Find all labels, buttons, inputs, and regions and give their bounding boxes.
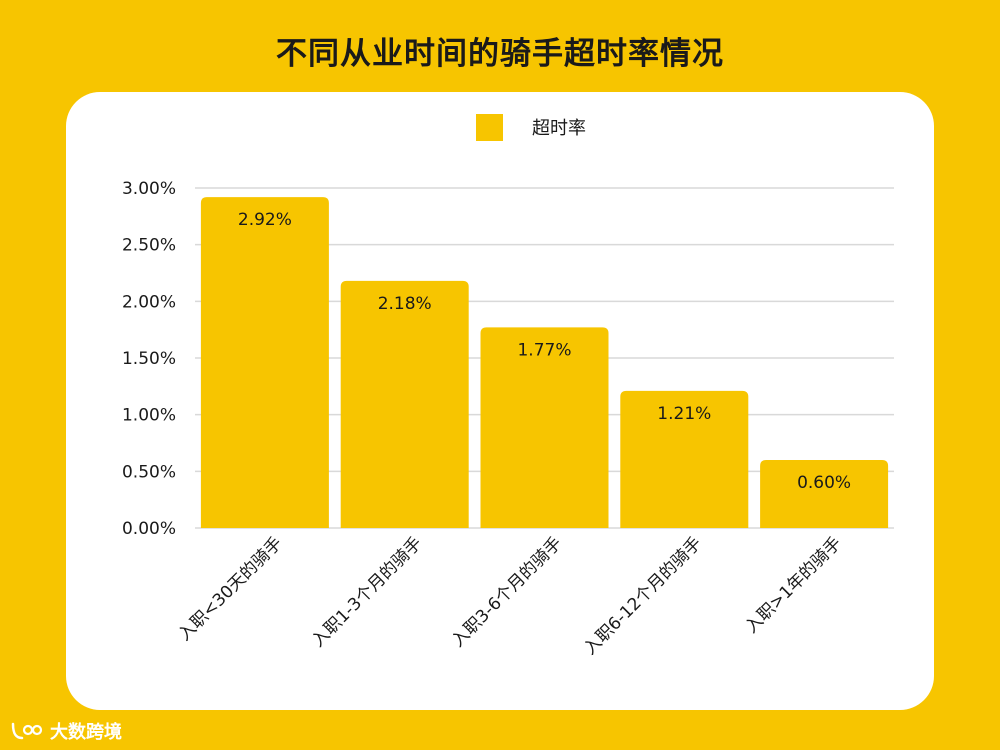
x-tick-label: 入职<30天的骑手 (175, 533, 287, 645)
x-tick-label: 入职6-12个月的骑手 (580, 533, 706, 659)
legend-label: 超时率 (532, 118, 586, 139)
data-label: 1.21% (657, 404, 711, 424)
y-tick-label: 2.00% (122, 292, 176, 312)
x-axis-ticks: 入职<30天的骑手 入职1-3个月的骑手 入职3-6个月的骑手 入职6-12个月的骑手… (175, 533, 846, 659)
y-tick-label: 1.00% (122, 406, 176, 426)
bar (620, 390, 749, 528)
y-tick-label: 0.50% (122, 462, 176, 482)
bar (200, 197, 329, 529)
x-tick-label: 入职>1年的骑手 (742, 533, 846, 637)
y-tick-label: 3.00% (122, 179, 176, 199)
brand-logo-icon (11, 722, 43, 740)
data-labels: 2.92% 2.18% 1.77% 1.21% 0.60% (238, 210, 851, 493)
bar (480, 327, 609, 528)
chart-title: 不同从业时间的骑手超时率情况 (276, 36, 724, 72)
data-label: 1.77% (517, 340, 571, 360)
bar-chart: 0.00% 0.50% 1.00% 1.50% 2.00% 2.50% 3.00% 2.92… (122, 114, 894, 659)
x-tick-label: 入职1-3个月的骑手 (308, 533, 426, 651)
data-label: 0.60% (797, 473, 851, 493)
y-tick-label: 0.00% (122, 519, 176, 539)
bars (200, 197, 889, 529)
y-axis-ticks: 0.00% 0.50% 1.00% 1.50% 2.00% 2.50% 3.00% (122, 179, 176, 539)
legend-swatch (476, 114, 503, 141)
chart-card: 0.00% 0.50% 1.00% 1.50% 2.00% 2.50% 3.00% 2.92… (66, 92, 934, 710)
legend: 超时率 (476, 114, 586, 141)
x-tick-label: 入职3-6个月的骑手 (448, 533, 566, 651)
y-tick-label: 2.50% (122, 236, 176, 256)
watermark: 大数跨境 (10, 716, 122, 746)
data-label: 2.92% (238, 210, 292, 230)
bar (340, 280, 469, 528)
data-label: 2.18% (378, 294, 432, 314)
bar (760, 460, 889, 528)
y-tick-label: 1.50% (122, 349, 176, 369)
watermark-text: 大数跨境 (50, 722, 122, 743)
